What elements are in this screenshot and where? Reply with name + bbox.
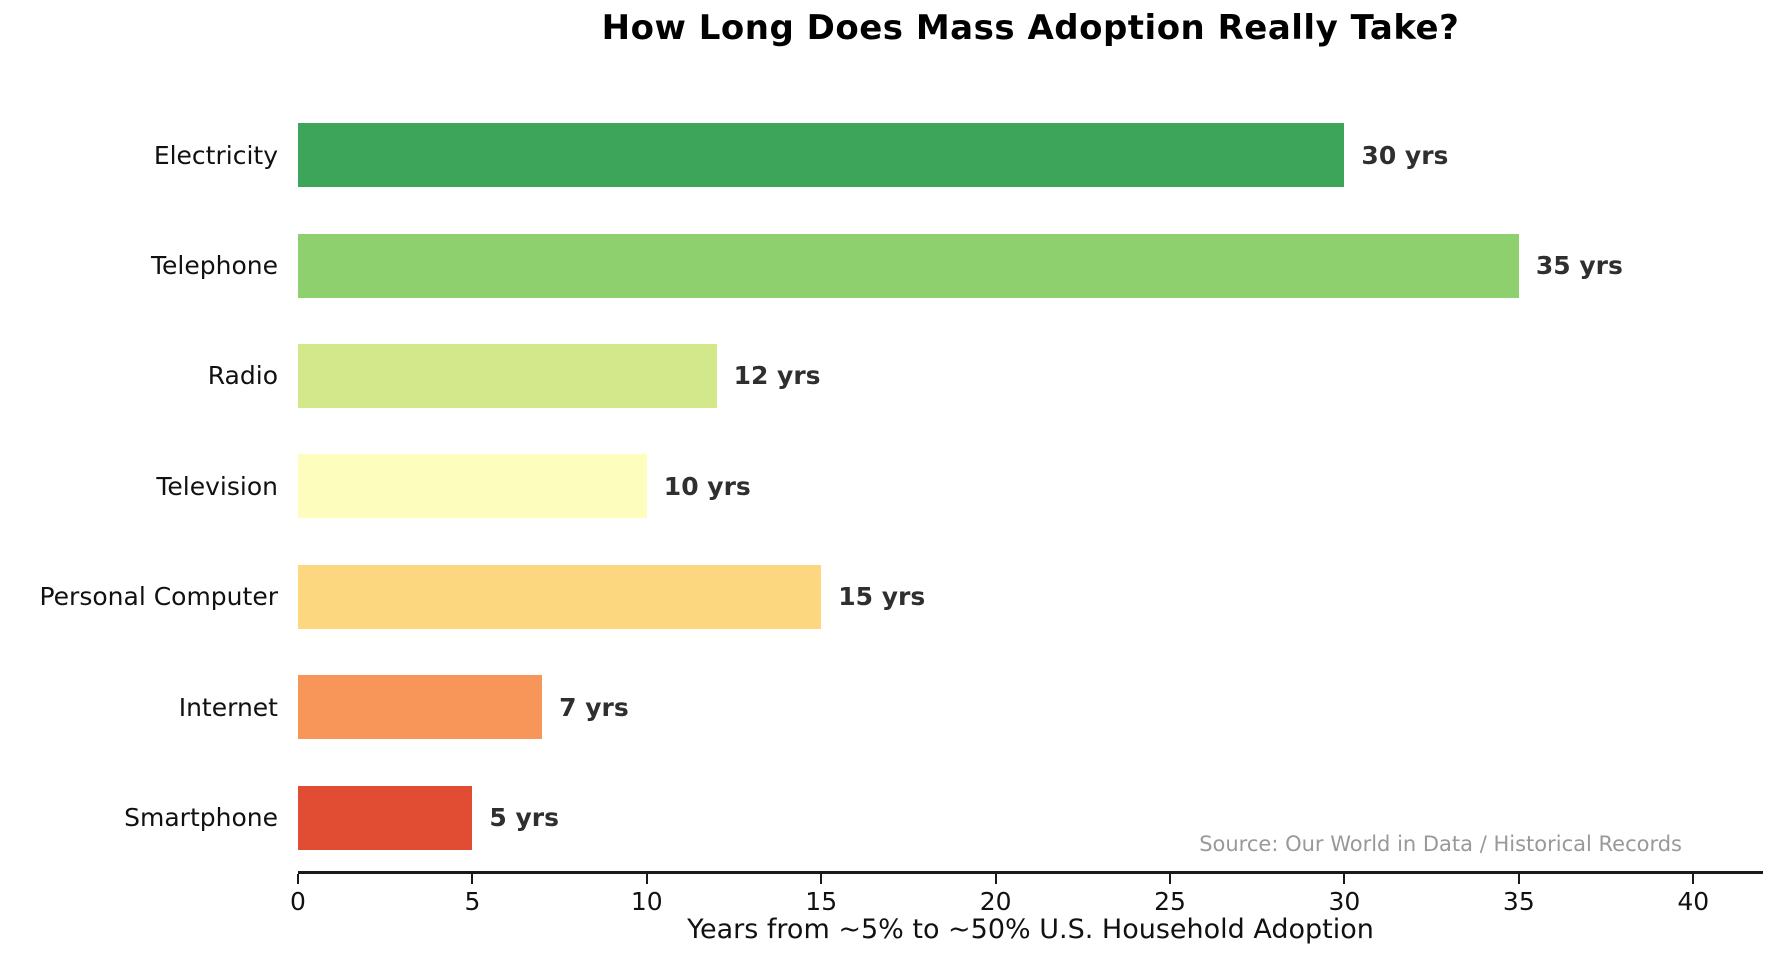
bar-track: 7 yrs	[298, 675, 1763, 740]
x-axis-tick-label: 25	[1154, 887, 1186, 916]
bar	[298, 785, 473, 850]
bar	[298, 675, 543, 740]
category-label: Smartphone	[124, 803, 278, 833]
bar-row: Radio 12 yrs	[0, 321, 1763, 431]
category-label: Personal Computer	[39, 582, 278, 612]
bar-track: 15 yrs	[298, 564, 1763, 629]
bar-row: Smartphone 5 yrs	[0, 762, 1763, 872]
x-axis-tick-label: 35	[1502, 887, 1535, 916]
value-label: 12 yrs	[733, 361, 821, 391]
value-label: 5 yrs	[489, 803, 559, 833]
source-note: Source: Our World in Data / Historical R…	[1199, 832, 1682, 856]
bar	[298, 564, 822, 629]
x-axis-tick-mark	[645, 874, 648, 884]
value-label: 7 yrs	[559, 692, 629, 722]
value-label: 35 yrs	[1535, 251, 1623, 281]
x-axis-tick-mark	[297, 874, 299, 884]
x-axis-tick-label: 40	[1677, 887, 1710, 916]
x-axis-label: Years from ~5% to ~50% U.S. Household Ad…	[687, 914, 1374, 945]
x-axis-tick-label: 30	[1328, 887, 1361, 916]
bar	[298, 343, 717, 408]
chart-title: How Long Does Mass Adoption Really Take?	[601, 8, 1460, 48]
bar-row: Television 10 yrs	[0, 431, 1763, 541]
x-axis-tick-mark	[471, 874, 474, 884]
category-label: Telephone	[151, 251, 278, 281]
bar-track: 12 yrs	[298, 343, 1763, 408]
bar-track: 5 yrs	[298, 785, 1763, 850]
x-axis-tick-label: 20	[979, 887, 1012, 916]
category-label: Radio	[207, 361, 278, 391]
value-label: 15 yrs	[838, 582, 926, 612]
x-axis-line	[298, 871, 1763, 874]
bar-row: Telephone 35 yrs	[0, 210, 1763, 320]
bar-track: 10 yrs	[298, 454, 1763, 519]
x-axis-tick-mark	[994, 874, 997, 884]
x-axis-tick-label: 15	[805, 887, 838, 916]
x-axis-tick-label: 10	[630, 887, 663, 916]
x-axis-tick-mark	[1343, 874, 1346, 884]
bar	[298, 123, 1345, 188]
bar-track: 30 yrs	[298, 123, 1763, 188]
bar	[298, 454, 647, 519]
x-axis-tick-label: 0	[290, 887, 306, 916]
category-label: Electricity	[153, 140, 278, 170]
x-axis-tick-mark	[820, 874, 823, 884]
x-axis-tick-mark	[1692, 874, 1695, 884]
bar-row: Electricity 30 yrs	[0, 100, 1763, 210]
bar-row: Personal Computer 15 yrs	[0, 542, 1763, 652]
value-label: 30 yrs	[1361, 140, 1449, 170]
x-axis-tick-label: 5	[464, 887, 481, 916]
plot-area: Electricity 30 yrs Telephone 35 yrs Radio 12 …	[0, 100, 1763, 873]
category-label: Television	[156, 471, 278, 501]
bar-track: 35 yrs	[298, 233, 1763, 298]
x-axis-tick-mark	[1517, 874, 1520, 884]
bar	[298, 233, 1519, 298]
value-label: 10 yrs	[663, 471, 751, 501]
category-label: Internet	[178, 692, 278, 722]
bar-row: Internet 7 yrs	[0, 652, 1763, 762]
x-axis-tick-mark	[1169, 874, 1172, 884]
